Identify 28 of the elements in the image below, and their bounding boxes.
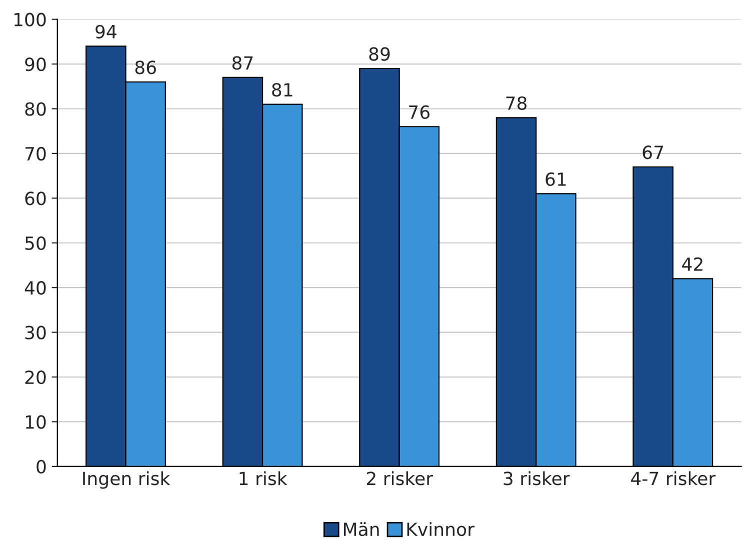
y-tick-label: 70: [25, 146, 46, 161]
y-tick-label: 100: [14, 12, 46, 26]
y-tick-label: 30: [25, 326, 46, 340]
y-tick-label: 20: [25, 370, 46, 384]
x-tick-label: 4-7 risker: [631, 471, 716, 486]
legend-label: Män: [344, 522, 379, 536]
data-label: 76: [409, 105, 430, 119]
data-label: 78: [506, 96, 527, 110]
legend-label: Kvinnor: [407, 522, 474, 536]
y-tick-label: 40: [24, 281, 46, 295]
x-tick-label: 3 risker: [504, 471, 570, 486]
data-label: 42: [682, 257, 702, 271]
x-tick-label: Ingen risk: [83, 471, 170, 489]
data-label: 61: [546, 172, 566, 186]
data-label: 89: [369, 47, 390, 61]
data-label: 94: [96, 24, 116, 38]
x-tick-label: 2 risker: [366, 471, 434, 486]
y-tick-label: 60: [25, 192, 46, 206]
data-label: 67: [642, 146, 663, 160]
y-tick-label: 0: [36, 460, 46, 474]
data-label: 86: [135, 60, 156, 74]
y-tick-label: 10: [26, 415, 46, 429]
y-tick-label: 80: [25, 102, 46, 116]
y-tick-label: 50: [25, 236, 46, 250]
y-tick-label: 90: [25, 57, 46, 72]
data-label: 87: [232, 56, 253, 70]
data-label: 81: [272, 82, 292, 97]
x-tick-label: 1 risk: [240, 471, 288, 486]
